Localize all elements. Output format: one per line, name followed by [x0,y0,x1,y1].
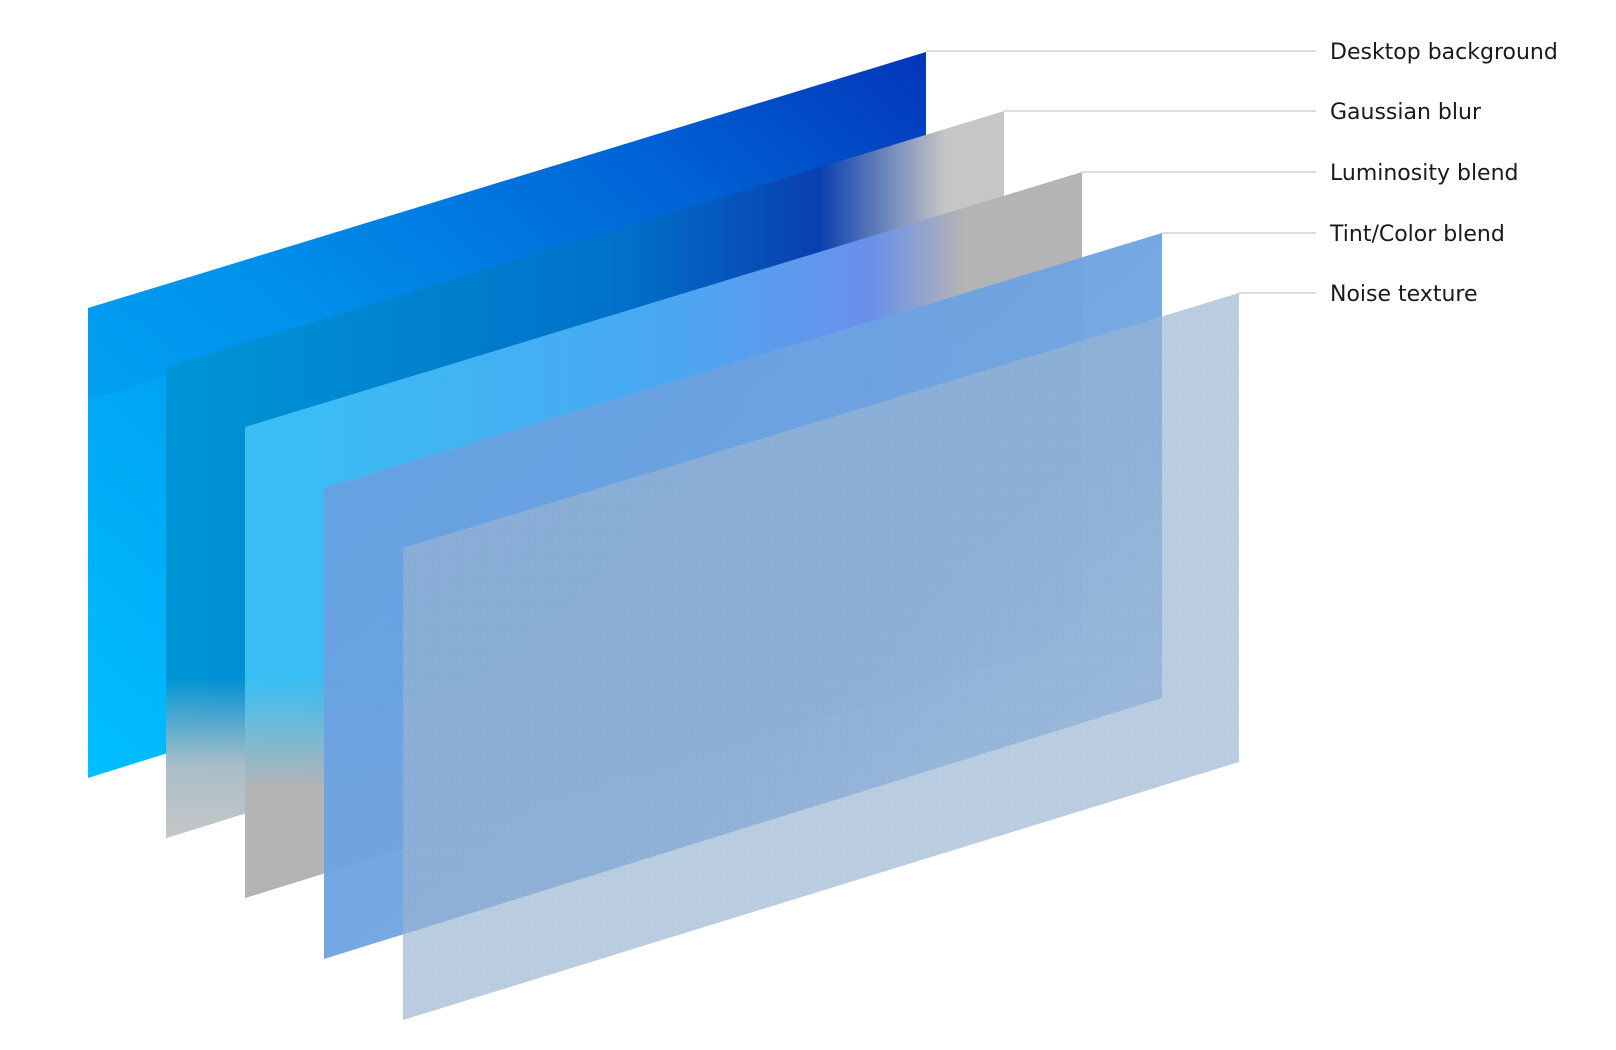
label-gaussian-blur: Gaussian blur [1330,100,1482,125]
layer-labels: Desktop background Gaussian blur Luminos… [1329,40,1558,307]
label-noise-texture: Noise texture [1330,282,1477,307]
label-desktop-background: Desktop background [1330,40,1558,65]
label-luminosity-blend: Luminosity blend [1330,161,1519,186]
label-tint-color-blend: Tint/Color blend [1329,222,1505,247]
noise-texture-layer [403,293,1239,1020]
leader-lines [926,50,1316,294]
